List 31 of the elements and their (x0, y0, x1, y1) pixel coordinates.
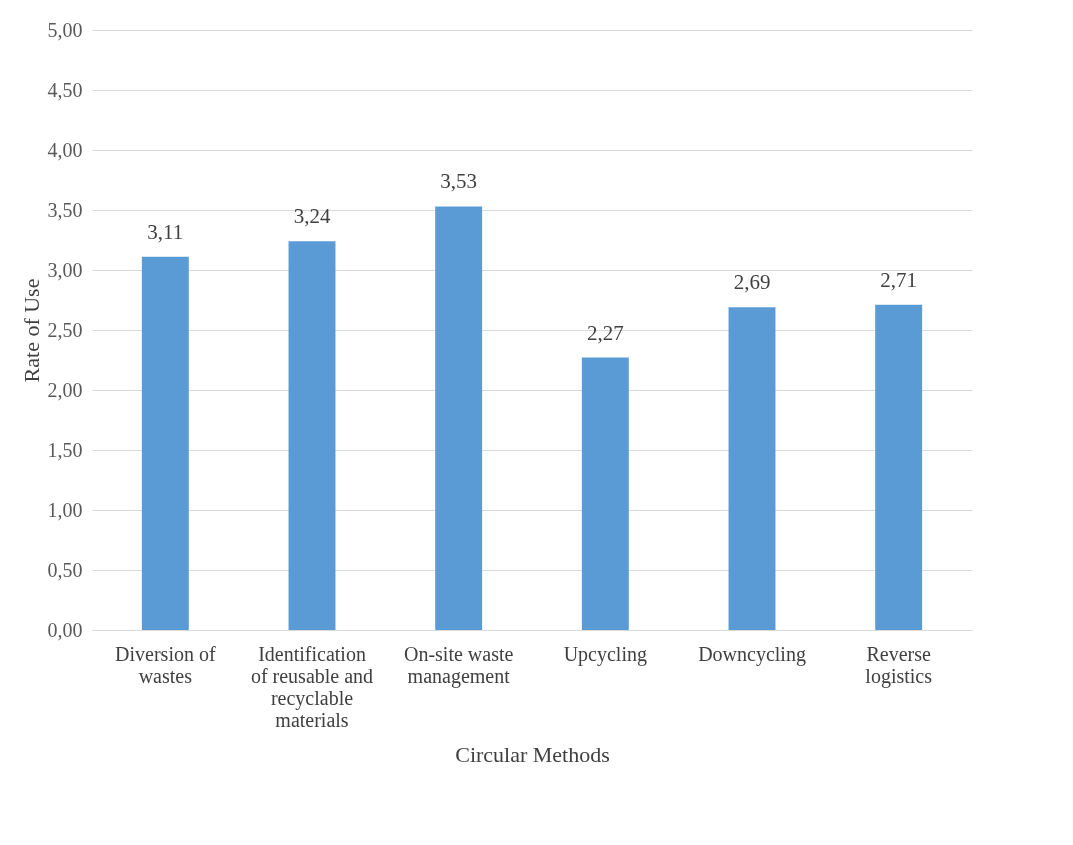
y-tick-label: 1,50 (47, 438, 83, 461)
data-label: 3,11 (147, 219, 184, 244)
bar (875, 304, 923, 630)
data-label: 3,53 (440, 169, 478, 194)
data-label: 3,24 (293, 204, 331, 229)
y-tick-label: 3,00 (47, 258, 83, 281)
x-tick-label: Identification of reusable and recyclable materials (250, 642, 374, 731)
y-tick-label: 5,00 (47, 18, 83, 41)
y-tick-label: 4,00 (47, 138, 83, 161)
bar (435, 206, 483, 630)
y-tick-label: 1,00 (47, 498, 83, 521)
y-tick-label: 4,50 (47, 78, 83, 101)
x-tick-label: Reverse logistics (865, 642, 933, 688)
bar (728, 307, 776, 630)
bar (141, 256, 189, 630)
y-tick-label: 3,50 (47, 198, 83, 221)
x-tick-label: Upcycling (563, 642, 647, 666)
y-tick-label: 0,00 (47, 618, 83, 641)
x-axis-title: Circular Methods (455, 741, 610, 767)
y-tick-label: 2,50 (47, 318, 83, 341)
x-tick-label: Diversion of wastes (115, 642, 216, 687)
data-label: 2,27 (586, 320, 624, 345)
y-tick-label: 2,00 (47, 378, 83, 401)
data-label: 2,71 (880, 267, 918, 292)
x-tick-label: Downcycling (698, 642, 806, 666)
bar (288, 241, 336, 630)
x-tick-label: On-site waste management (403, 642, 514, 688)
y-axis-title: Rate of Use (18, 278, 44, 383)
bar (581, 357, 629, 630)
y-tick-label: 0,50 (47, 558, 83, 581)
data-label: 2,69 (733, 270, 771, 295)
